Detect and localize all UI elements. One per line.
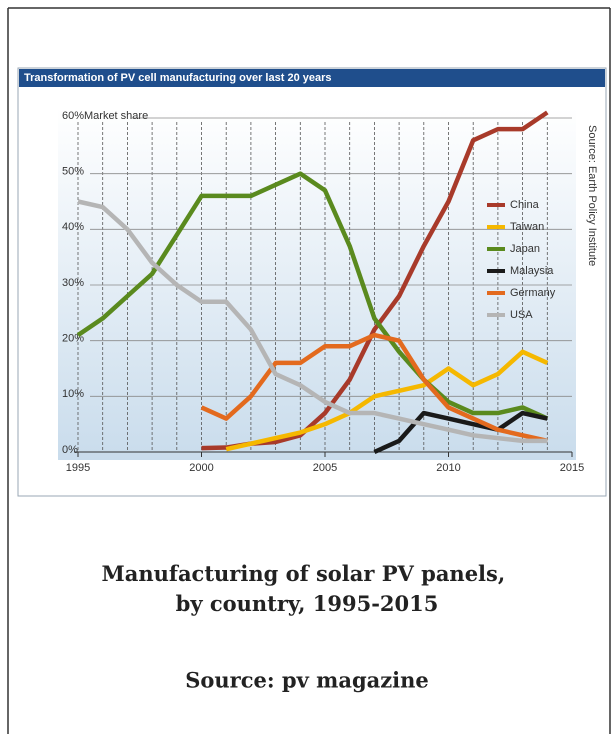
x-tick-label: 2005 bbox=[313, 462, 337, 474]
legend-label: China bbox=[510, 199, 540, 211]
x-tick-label: 2010 bbox=[436, 462, 460, 474]
source-note: Source: Earth Policy Institute bbox=[586, 125, 598, 266]
chart-title: Transformation of PV cell manufacturing … bbox=[24, 72, 332, 84]
y-tick-label: 50% bbox=[62, 166, 84, 178]
legend-label: Taiwan bbox=[510, 221, 544, 233]
legend-label: Japan bbox=[510, 243, 540, 255]
series-line bbox=[200, 332, 548, 444]
series-line bbox=[77, 199, 548, 444]
y-tick-label: 60% bbox=[62, 110, 84, 122]
y-tick-label: 40% bbox=[62, 221, 84, 233]
y-tick-label: 0% bbox=[62, 444, 78, 456]
legend-label: Germany bbox=[510, 287, 556, 299]
x-tick-label: 1995 bbox=[66, 462, 90, 474]
legend-label: USA bbox=[510, 309, 533, 321]
y-tick-label: 10% bbox=[62, 388, 84, 400]
series-line bbox=[225, 349, 549, 452]
y-tick-label: 30% bbox=[62, 277, 84, 289]
y-axis-label: Market share bbox=[84, 110, 148, 122]
title-bar bbox=[19, 69, 605, 87]
source: Source: pv magazine bbox=[185, 668, 429, 693]
caption: Manufacturing of solar PV panels, by cou… bbox=[102, 561, 513, 616]
series-line bbox=[373, 410, 548, 455]
legend-label: Malaysia bbox=[510, 265, 554, 277]
plot-area bbox=[58, 108, 576, 460]
x-tick-label: 2000 bbox=[189, 462, 213, 474]
x-tick-label: 2015 bbox=[560, 462, 584, 474]
